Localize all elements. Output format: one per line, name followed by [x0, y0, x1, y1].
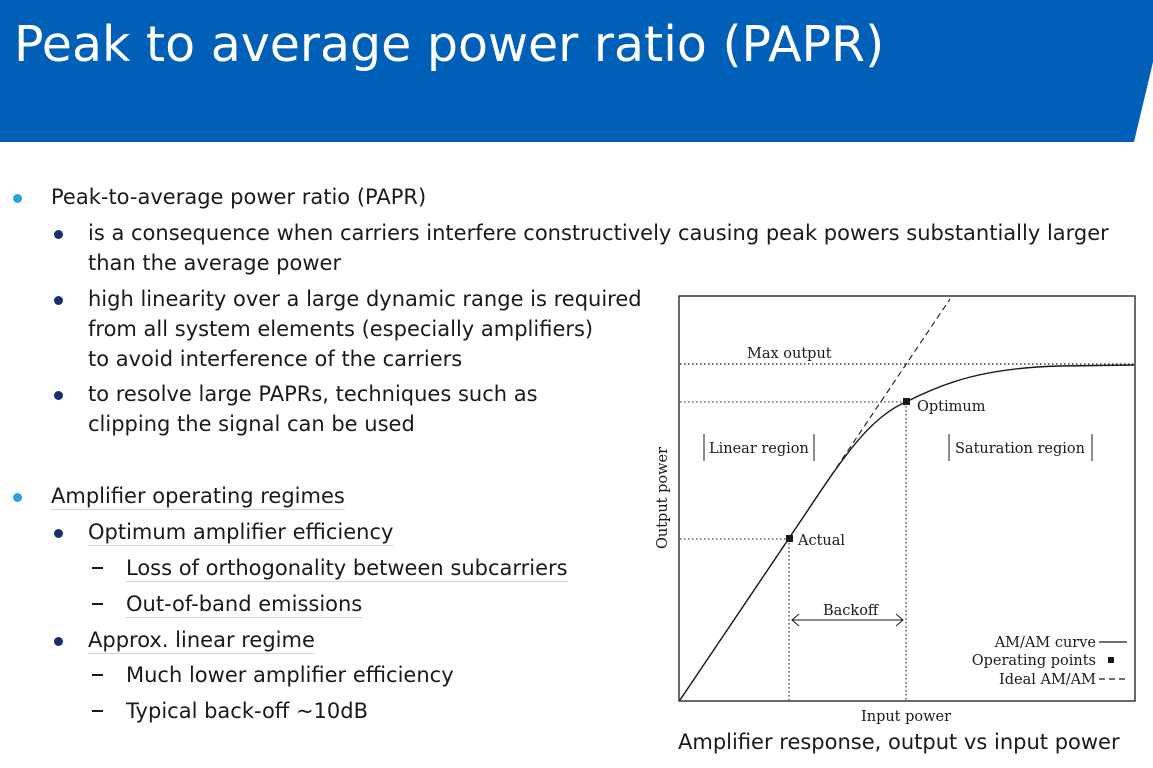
legend-points-swatch: [1108, 657, 1114, 663]
sub-bullet-icon: [54, 296, 63, 305]
y-axis-label: Output power: [655, 447, 671, 549]
amplifier-response-diagram: Max output Optimum Actual Linear region …: [655, 295, 1136, 725]
dash-icon: [92, 567, 103, 569]
optimum-item-1[interactable]: Loss of orthogonality between subcarrier…: [126, 556, 568, 580]
x-axis-label: Input power: [861, 709, 951, 725]
regime-optimum[interactable]: Optimum amplifier efficiency: [88, 520, 394, 544]
legend-ideal-label: Ideal AM/AM: [999, 672, 1096, 688]
title-bar: Peak to average power ratio (PAPR): [0, 0, 1153, 142]
title-bar-background: [0, 0, 1153, 142]
bullet-icon: [13, 194, 22, 203]
legend-curve-label: AM/AM curve: [994, 635, 1096, 651]
dash-icon: [92, 674, 103, 676]
bullet-papr: Peak-to-average power ratio (PAPR): [51, 185, 427, 209]
optimum-operating-point: [903, 398, 910, 405]
bullet-icon: [13, 493, 22, 502]
max-output-label: Max output: [747, 346, 832, 362]
figure-caption: Amplifier response, output vs input powe…: [678, 730, 1120, 754]
optimum-item-2[interactable]: Out-of-band emissions: [126, 592, 363, 616]
backoff-arrowhead-right: [895, 613, 904, 627]
papr-point-2-line-2: from all system elements (especially amp…: [88, 317, 594, 341]
backoff-label: Backoff: [823, 603, 880, 619]
linear-item-1: Much lower amplifier efficiency: [126, 663, 454, 687]
sub-bullet-icon: [54, 391, 63, 400]
papr-point-1-line-1: is a consequence when carriers interfere…: [88, 221, 1109, 245]
dash-icon: [92, 710, 103, 712]
linear-region-label: Linear region: [709, 441, 809, 457]
page-title: Peak to average power ratio (PAPR): [14, 16, 885, 73]
sub-bullet-icon: [54, 230, 63, 239]
sub-bullet-icon: [54, 637, 63, 646]
dash-icon: [92, 603, 103, 605]
actual-label: Actual: [797, 533, 845, 549]
saturation-region-label: Saturation region: [955, 441, 1085, 457]
papr-point-2-line-3: to avoid interference of the carriers: [88, 347, 463, 371]
legend-points-label: Operating points: [972, 653, 1096, 669]
papr-point-3-line-2: clipping the signal can be used: [88, 412, 415, 436]
actual-operating-point: [786, 535, 793, 542]
backoff-arrowhead-left: [791, 613, 800, 627]
plot-frame: [678, 295, 1136, 702]
optimum-label: Optimum: [917, 399, 986, 415]
regime-linear[interactable]: Approx. linear regime: [88, 628, 315, 652]
bullet-regimes[interactable]: Amplifier operating regimes: [51, 484, 345, 508]
papr-point-2-line-1: high linearity over a large dynamic rang…: [88, 287, 642, 311]
papr-point-1-line-2: than the average power: [88, 251, 342, 275]
linear-item-2: Typical back-off ~10dB: [126, 699, 368, 723]
sub-bullet-icon: [54, 529, 63, 538]
papr-point-3-line-1: to resolve large PAPRs, techniques such …: [88, 382, 538, 406]
